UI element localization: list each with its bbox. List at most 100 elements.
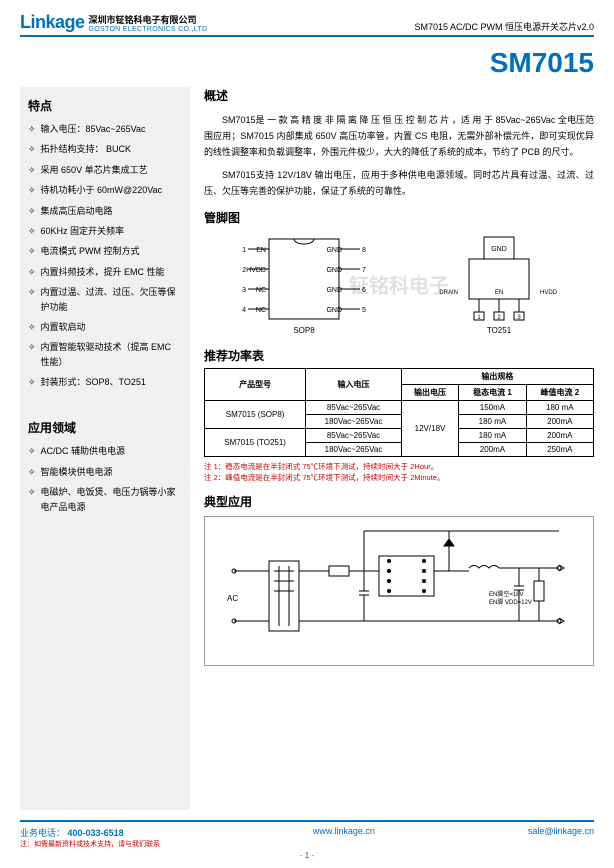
sop8-svg: 1EN 2HVDD 3NC 4NC 8GND 7GND 6GND 5GND [234,234,374,324]
svg-text:HVDD: HVDD [540,290,558,296]
svg-text:DRAIN: DRAIN [439,290,458,296]
to251-svg: GND DRAIN EN HVDD 1 2 3 [434,234,564,324]
cell-i2: 200mA [526,428,593,442]
circuit-svg: AC [219,521,579,661]
logo-block: Linkage 深圳市钲铭科电子有限公司 GOSTON ELECTRONICS … [20,12,207,33]
part-number-title: SM7015 [20,47,594,79]
svg-text:7: 7 [362,267,366,274]
th-vout: 输出电压 [401,384,459,400]
cell-vout: 12V/18V [401,400,459,456]
feature-item: 内置过温、过流、过压、欠压等保护功能 [28,285,182,314]
svg-text:EN: EN [495,290,503,296]
sop8-diagram: 1EN 2HVDD 3NC 4NC 8GND 7GND 6GND 5GND SO… [234,234,374,335]
th-i1: 稳态电流 1 [459,384,526,400]
cell-i2: 180 mA [526,400,593,414]
svg-text:NC: NC [256,307,266,314]
feature-item: 输入电压：85Vac~265Vac [28,122,182,136]
cell-i1: 180 mA [459,414,526,428]
svg-text:5: 5 [362,307,366,314]
svg-text:8: 8 [362,247,366,254]
power-table: 产品型号 输入电压 输出规格 输出电压 稳态电流 1 峰值电流 2 SM7015… [204,368,594,457]
tel-number: 400-033-6518 [68,828,124,838]
feature-item: 内置抖频技术，提升 EMC 性能 [28,265,182,279]
footer-note: 注：如需最新资料或技术支持，请与我们联系 [20,839,160,849]
cell-vin: 180Vac~265Vac [306,414,401,428]
applications-list: AC/DC 辅助供电电源 智能模块供电电源 电磁炉、电饭煲、电压力锅等小家电产品… [28,444,182,514]
svg-text:1: 1 [242,247,246,254]
company-name-block: 深圳市钲铭科电子有限公司 GOSTON ELECTRONICS CO.,LTD [89,13,208,33]
cell-i1: 180 mA [459,428,526,442]
application-item: 智能模块供电电源 [28,465,182,479]
to251-label: TO251 [434,326,564,335]
feature-item: 60KHz 固定开关频率 [28,224,182,238]
pinout-heading: 管脚图 [204,209,594,226]
doc-title-right: SM7015 AC/DC PWM 恒压电源开关芯片v2.0 [414,20,594,33]
feature-item: 内置智能软驱动技术（提高 EMC 性能） [28,340,182,369]
power-table-heading: 推荐功率表 [204,347,594,364]
feature-item: 电流模式 PWM 控制方式 [28,244,182,258]
th-i2: 峰值电流 2 [526,384,593,400]
application-item: 电磁炉、电饭煲、电压力锅等小家电产品电源 [28,485,182,514]
note-1: 注 1：稳态电流是在半封闭式 75℃环境下测试，持续时间大于 2Hour。 [204,461,594,472]
page-header: Linkage 深圳市钲铭科电子有限公司 GOSTON ELECTRONICS … [20,12,594,37]
cell-model: SM7015 (TO251) [205,428,306,456]
cell-i2: 200mA [526,414,593,428]
footer-email: sale@linkage.cn [528,826,594,849]
svg-text:AC: AC [227,594,238,603]
table-row: SM7015 (SOP8) 85Vac~265Vac 12V/18V 150mA… [205,400,594,414]
main-content: 概述 SM7015是 一 款 高 精 度 非 隔 离 降 压 恒 压 控 制 芯… [204,87,594,810]
overview-heading: 概述 [204,87,594,104]
cell-i1: 200mA [459,442,526,456]
overview-paragraph: SM7015是 一 款 高 精 度 非 隔 离 降 压 恒 压 控 制 芯 片 … [204,112,594,161]
footer-left: 业务电话： 400-033-6518 注：如需最新资料或技术支持，请与我们联系 [20,826,160,849]
company-cn: 深圳市钲铭科电子有限公司 [89,13,208,26]
th-model: 产品型号 [205,368,306,400]
feature-item: 待机功耗小于 60mW@220Vac [28,183,182,197]
th-vin: 输入电压 [306,368,401,400]
applications-heading: 应用领域 [28,419,182,436]
svg-text:NC: NC [256,287,266,294]
svg-text:GND: GND [326,287,342,294]
footer-url: www.linkage.cn [313,826,375,849]
application-item: AC/DC 辅助供电电源 [28,444,182,458]
feature-item: 拓扑结构支持： BUCK [28,142,182,156]
page-footer: 业务电话： 400-033-6518 注：如需最新资料或技术支持，请与我们联系 … [20,820,594,849]
svg-text:GND: GND [326,267,342,274]
svg-text:GND: GND [326,247,342,254]
feature-item: 封装形式：SOP8、TO251 [28,375,182,389]
feature-item: 内置软启动 [28,320,182,334]
svg-text:EN: EN [256,247,266,254]
cell-i2: 250mA [526,442,593,456]
company-en: GOSTON ELECTRONICS CO.,LTD [89,26,208,33]
feature-item: 采用 650V 单芯片集成工艺 [28,163,182,177]
typical-app-circuit: AC [204,516,594,666]
svg-text:GND: GND [491,246,507,253]
note-2: 注 2：峰值电流是在半封闭式 75℃环境下测试，持续时间大于 2Minute。 [204,472,594,483]
typical-app-heading: 典型应用 [204,493,594,510]
cell-i1: 150mA [459,400,526,414]
svg-text:GND: GND [326,307,342,314]
cell-vin: 85Vac~265Vac [306,400,401,414]
features-list: 输入电压：85Vac~265Vac 拓扑结构支持： BUCK 采用 650V 单… [28,122,182,389]
circuit-note: EN脚 VDD=12V [489,598,532,606]
cell-vin: 180Vac~265Vac [306,442,401,456]
svg-text:HVDD: HVDD [246,267,266,274]
sidebar: 特点 输入电压：85Vac~265Vac 拓扑结构支持： BUCK 采用 650… [20,87,190,810]
pinout-diagram-row: 1EN 2HVDD 3NC 4NC 8GND 7GND 6GND 5GND SO… [204,234,594,335]
features-heading: 特点 [28,97,182,114]
sop8-label: SOP8 [234,326,374,335]
overview-paragraph: SM7015支持 12V/18V 输出电压，应用于多种供电电源领域。同时芯片具有… [204,167,594,199]
table-header-row: 产品型号 输入电压 输出规格 [205,368,594,384]
page-number: - 1 - [20,851,594,860]
circuit-note: EN脚空=18V [489,590,524,598]
cell-vin: 85Vac~265Vac [306,428,401,442]
svg-text:6: 6 [362,287,366,294]
svg-text:4: 4 [242,307,246,314]
table-row: SM7015 (TO251) 85Vac~265Vac 180 mA 200mA [205,428,594,442]
logo-text: Linkage [20,12,85,33]
table-notes: 注 1：稳态电流是在半封闭式 75℃环境下测试，持续时间大于 2Hour。 注 … [204,461,594,484]
svg-text:3: 3 [242,287,246,294]
feature-item: 集成高压启动电路 [28,204,182,218]
tel-label: 业务电话： [20,828,65,838]
cell-model: SM7015 (SOP8) [205,400,306,428]
